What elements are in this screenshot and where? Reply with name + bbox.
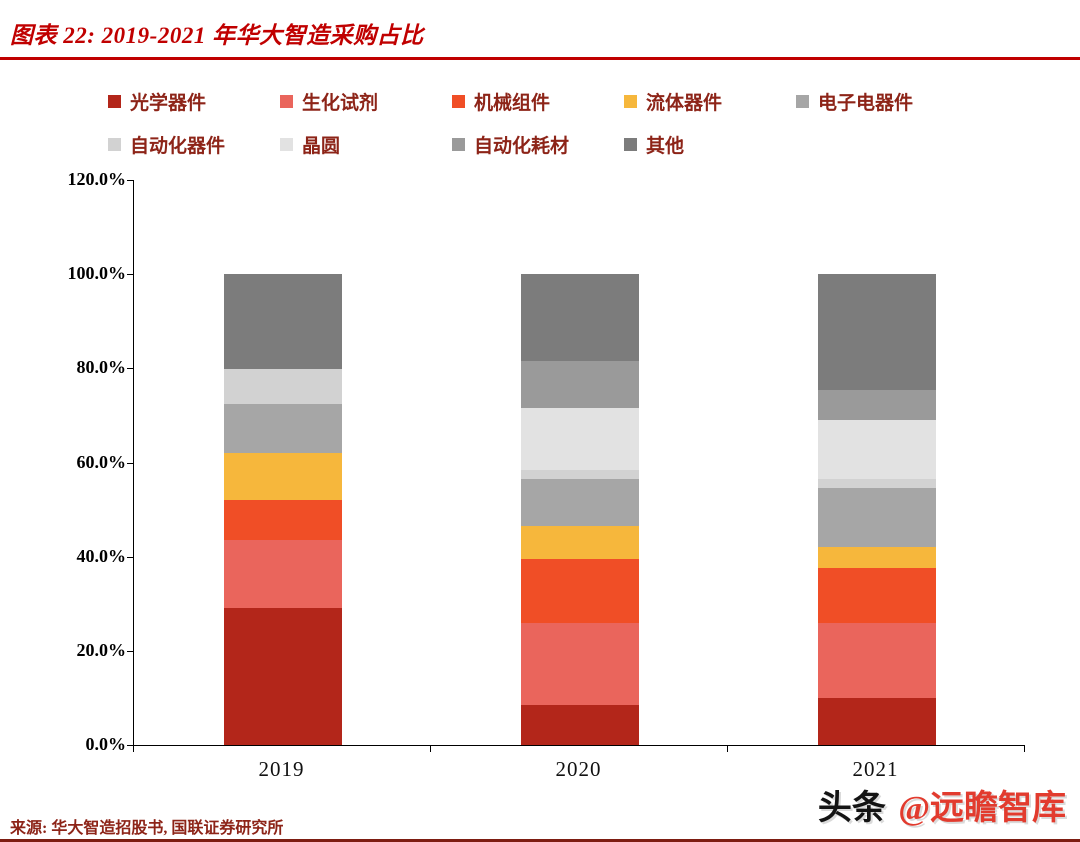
legend-item: 光学器件 (108, 88, 280, 115)
legend-label: 其他 (646, 136, 685, 157)
source-text: 来源: 华大智造招股书, 国联证券研究所 (10, 820, 284, 837)
y-axis-tick-label: 100.0% (67, 263, 127, 284)
bar-segment (520, 408, 639, 470)
bar-segment (520, 274, 639, 362)
watermark: 头条 @远瞻智库 (818, 780, 1066, 829)
bar-segment (223, 369, 342, 404)
y-axis-tick-mark (127, 650, 133, 652)
y-axis-tick-mark (127, 462, 133, 464)
legend-label: 晶圆 (302, 136, 341, 157)
y-axis-tick-label: 0.0% (85, 734, 127, 754)
legend-item: 电子电器件 (796, 88, 968, 115)
legend-swatch (624, 95, 637, 108)
y-axis-tick-label: 40.0% (76, 545, 127, 566)
x-axis-label: 2020 (555, 757, 602, 781)
legend-swatch (452, 95, 465, 108)
x-axis-tick-mark (133, 746, 134, 752)
bar-segment (817, 420, 936, 479)
bar-segment (223, 453, 342, 501)
y-axis-tick-mark (127, 368, 133, 370)
legend-label: 自动化器件 (130, 136, 226, 157)
legend-swatch (108, 95, 121, 108)
legend-swatch (796, 95, 809, 108)
bar-segment (223, 274, 342, 370)
legend-swatch (452, 138, 465, 151)
watermark-brand: 头条 (817, 790, 886, 827)
legend-swatch (280, 138, 293, 151)
y-axis-tick-mark (127, 745, 133, 746)
bar-segment (817, 568, 936, 623)
bar-segment (817, 274, 936, 390)
x-axis-label: 2019 (258, 757, 305, 781)
x-axis-tick-mark (727, 746, 728, 752)
legend-label: 光学器件 (130, 93, 207, 114)
legend-item: 自动化器件 (108, 131, 280, 158)
chart-title: 图表 22: 2019-2021 年华大智造采购占比 (10, 23, 424, 48)
legend-item: 机械组件 (452, 88, 624, 115)
bar-segment (520, 361, 639, 409)
y-axis-tick-mark (127, 180, 133, 181)
legend-label: 生化试剂 (302, 93, 379, 114)
y-axis-tick-mark (127, 556, 133, 558)
legend: 光学器件 生化试剂 机械组件 流体器件 电子电器件自动化器件 晶圆 自动化耗材 其他 (108, 88, 968, 158)
title-divider-rule (0, 57, 1080, 60)
page-bottom-rule (0, 839, 1080, 842)
bar-segment (520, 526, 639, 560)
legend-item: 其他 (624, 131, 796, 158)
bar-segment (223, 540, 342, 609)
bar-segment (520, 622, 639, 705)
bar-segment (223, 608, 342, 745)
plot-area (133, 180, 1025, 746)
legend-label: 电子电器件 (818, 93, 914, 114)
x-axis-tick-mark (430, 746, 431, 752)
y-axis-tick-label: 20.0% (76, 639, 127, 660)
bar-segment (223, 403, 342, 454)
legend-item: 流体器件 (624, 88, 796, 115)
watermark-handle: @远瞻智库 (898, 790, 1066, 827)
bar-segment (520, 469, 639, 479)
bar-segment (817, 479, 936, 489)
legend-item: 生化试剂 (280, 88, 452, 115)
legend-swatch (280, 95, 293, 108)
y-axis-tick-label: 120.0% (67, 169, 127, 189)
legend-label: 自动化耗材 (474, 136, 570, 157)
legend-swatch (108, 138, 121, 151)
legend-label: 流体器件 (646, 93, 723, 114)
legend-item: 晶圆 (280, 131, 452, 158)
bar-segment (223, 500, 342, 541)
bar-segment (817, 697, 936, 745)
y-axis-tick-label: 80.0% (76, 357, 127, 378)
legend-swatch (624, 138, 637, 151)
bar-segment (817, 389, 936, 421)
legend-label: 机械组件 (474, 93, 551, 114)
bar-segment (817, 488, 936, 548)
y-axis-tick-label: 60.0% (76, 451, 127, 472)
bar-segment (520, 478, 639, 527)
bar-segment (817, 547, 936, 569)
bar-segment (817, 622, 936, 698)
bar-segment (520, 704, 639, 745)
y-axis-tick-mark (127, 274, 133, 276)
legend-item: 自动化耗材 (452, 131, 624, 158)
bar-segment (520, 559, 639, 623)
x-axis-tick-mark (1024, 746, 1025, 752)
x-axis-label: 2021 (852, 757, 899, 781)
